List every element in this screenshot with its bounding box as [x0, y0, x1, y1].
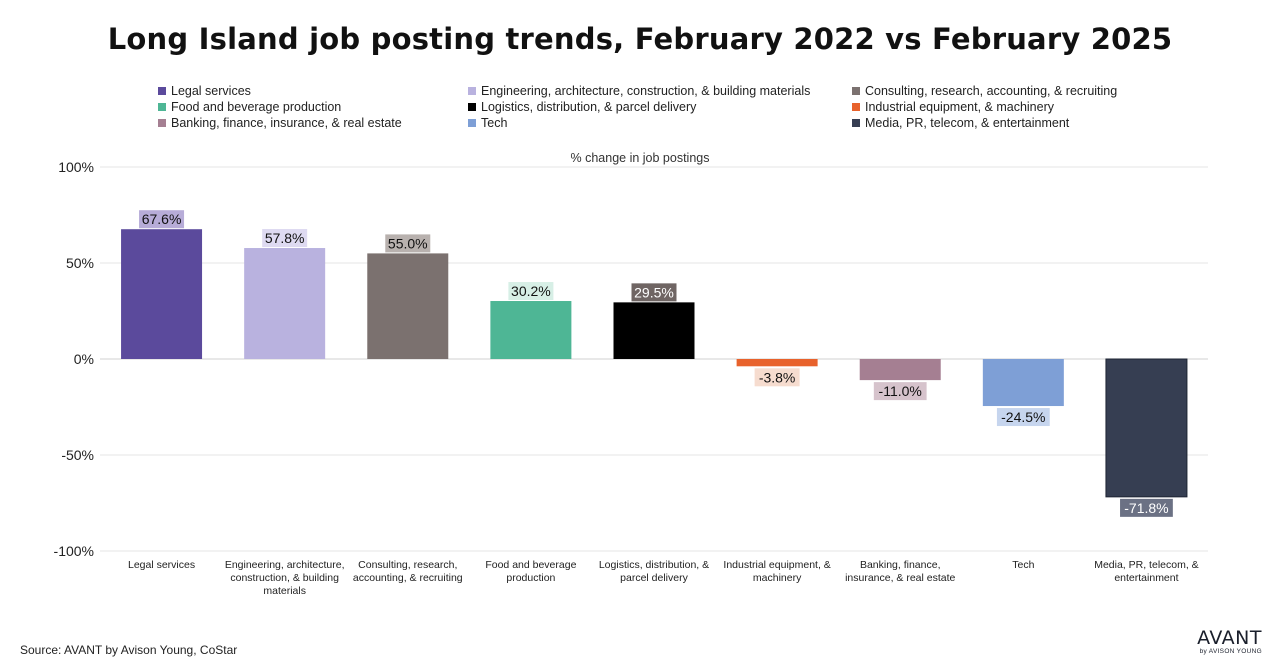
- data-label-bg: [139, 210, 185, 229]
- logo-wordmark: AVANT: [1197, 627, 1262, 649]
- legend-label: Banking, finance, insurance, & real esta…: [171, 116, 402, 130]
- bar-chart: 100% 50% 0% -50% -100% 67.6% Legal services 57.…: [54, 159, 1208, 597]
- legend: Legal services Engineering, architecture,…: [158, 84, 1158, 136]
- legend-item: Tech: [468, 116, 507, 130]
- data-label: -71.8%: [1124, 500, 1168, 516]
- x-category-label: Media, PR, telecom, & entertainment: [1094, 559, 1198, 584]
- x-category-label: Engineering, architecture, construction, …: [225, 559, 345, 597]
- legend-swatch: [468, 103, 476, 111]
- legend-swatch: [852, 103, 860, 111]
- bar: [736, 359, 818, 367]
- data-label: 29.5%: [634, 284, 674, 300]
- legend-item: Legal services: [158, 84, 251, 98]
- x-category-line: Banking, finance,: [860, 559, 941, 571]
- y-tick-label: -50%: [61, 447, 94, 463]
- data-label-bg: [996, 408, 1050, 427]
- data-label-bg: [262, 229, 308, 248]
- x-category-label: Industrial equipment, & machinery: [723, 559, 830, 584]
- x-category-line: Industrial equipment, &: [723, 559, 830, 571]
- x-category-line: Food and beverage: [485, 559, 576, 571]
- logo-subtext: by AVISON YOUNG: [1199, 648, 1262, 655]
- x-category-line: Engineering, architecture,: [225, 559, 345, 571]
- data-label-bg: [873, 382, 927, 401]
- legend-item: Industrial equipment, & machinery: [852, 100, 1054, 114]
- legend-swatch: [158, 119, 166, 127]
- bar: [613, 302, 695, 359]
- legend-label: Consulting, research, accounting, & recr…: [865, 84, 1118, 98]
- x-category-line: Media, PR, telecom, &: [1094, 559, 1198, 571]
- bar: [859, 359, 941, 381]
- data-label: 67.6%: [142, 211, 182, 227]
- legend-label: Logistics, distribution, & parcel delive…: [481, 100, 697, 114]
- legend-swatch: [852, 119, 860, 127]
- legend-item: Consulting, research, accounting, & recr…: [852, 84, 1117, 98]
- source-note: Source: AVANT by Avison Young, CoStar: [20, 643, 238, 657]
- legend-swatch: [158, 87, 166, 95]
- legend-swatch: [852, 87, 860, 95]
- legend-item: Media, PR, telecom, & entertainment: [852, 116, 1069, 130]
- bar: [982, 359, 1064, 407]
- data-label-bg: [508, 282, 554, 301]
- x-category-label: Legal services: [128, 559, 195, 571]
- x-category-label: Banking, finance, insurance, & real estat…: [845, 559, 955, 584]
- y-tick-label: 0%: [74, 351, 94, 367]
- x-category-line: insurance, & real estate: [845, 572, 955, 584]
- x-category-line: construction, & building: [230, 572, 339, 584]
- data-label: -11.0%: [879, 383, 922, 399]
- x-category-label: Tech: [1012, 559, 1034, 571]
- avant-logo: AVANT by AVISON YOUNG: [1197, 628, 1262, 655]
- bar: [1105, 358, 1188, 498]
- data-label: 57.8%: [265, 230, 305, 246]
- legend-item: Food and beverage production: [158, 100, 341, 114]
- data-label-bg: [385, 234, 431, 253]
- data-label-bg: [754, 368, 800, 387]
- legend-label: Media, PR, telecom, & entertainment: [865, 116, 1070, 130]
- data-label: -3.8%: [759, 369, 796, 385]
- data-label-bg: [631, 283, 677, 302]
- legend-swatch: [158, 103, 166, 111]
- y-tick-label: -100%: [54, 543, 94, 559]
- x-category-line: Legal services: [128, 559, 195, 571]
- data-label: -24.5%: [1001, 409, 1045, 425]
- x-category-line: production: [506, 572, 555, 584]
- data-label: 30.2%: [511, 283, 551, 299]
- legend-label: Industrial equipment, & machinery: [865, 100, 1054, 114]
- legend-swatch: [468, 119, 476, 127]
- legend-label: Engineering, architecture, construction,…: [481, 84, 811, 98]
- x-category-line: Consulting, research,: [358, 559, 457, 571]
- x-category-label: Logistics, distribution, & parcel deliver…: [599, 559, 709, 584]
- x-category-line: accounting, & recruiting: [353, 572, 463, 584]
- x-category-line: entertainment: [1114, 572, 1178, 584]
- legend-swatch: [468, 87, 476, 95]
- data-label-bg: [1120, 498, 1173, 517]
- legend-item: Banking, finance, insurance, & real esta…: [158, 116, 402, 130]
- legend-label: Food and beverage production: [171, 100, 342, 114]
- x-category-line: parcel delivery: [620, 572, 688, 584]
- x-category-line: Logistics, distribution, &: [599, 559, 709, 571]
- x-category-label: Consulting, research, accounting, & recru…: [353, 559, 463, 584]
- y-tick-label: 100%: [58, 159, 94, 175]
- y-tick-label: 50%: [66, 255, 94, 271]
- legend-item: Engineering, architecture, construction,…: [468, 84, 810, 98]
- x-category-label: Food and beverage production: [485, 559, 576, 584]
- bar: [490, 301, 572, 359]
- legend-label: Legal services: [171, 84, 251, 98]
- x-category-line: Tech: [1012, 559, 1034, 571]
- chart-subtitle: % change in job postings: [570, 151, 710, 165]
- bar: [121, 229, 203, 359]
- bar: [244, 248, 326, 359]
- legend-item: Logistics, distribution, & parcel delive…: [468, 100, 696, 114]
- bar: [367, 253, 449, 359]
- x-category-line: machinery: [753, 572, 802, 584]
- legend-label: Tech: [481, 116, 508, 130]
- x-category-line: materials: [263, 585, 306, 597]
- chart-title: Long Island job posting trends, February…: [107, 22, 1173, 56]
- data-label: 55.0%: [388, 235, 428, 251]
